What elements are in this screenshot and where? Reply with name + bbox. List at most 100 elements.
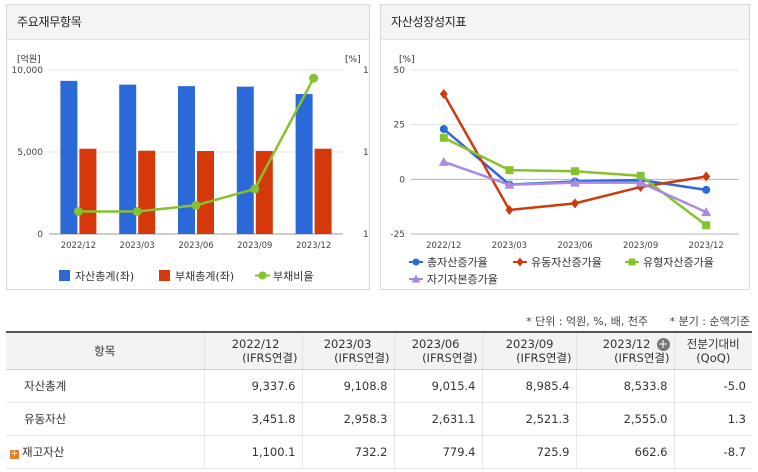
x-tick-label: 2023/12 (296, 241, 331, 251)
series-point-2 (636, 171, 645, 180)
plus-circle-icon[interactable]: + (656, 336, 670, 351)
series-point-2 (439, 133, 448, 142)
period-label-wrap: 2023/12 + (581, 337, 670, 351)
qoq-cell: -5.0 (673, 369, 752, 403)
legend-swatch (159, 270, 170, 281)
legend-label: 자산총계(좌) (75, 270, 134, 283)
period-label: 2023/09 (505, 337, 554, 351)
bar-asset-total (119, 84, 137, 234)
period-label: 2023/12 (602, 337, 651, 351)
unit-note: * 단위 : 억원, %, 배, 천주 (526, 315, 649, 328)
row-label: 재고자산 (22, 445, 65, 459)
table-row: 유동자산 3,451.8 2,958.3 2,631.1 2,521.3 2,555.0 1… (6, 402, 752, 436)
asset-growth-chart: [%] -25 0 25 50 2022/12 2023/03 2023/06 2023/09 2… (390, 55, 739, 286)
value-cell: 8,985.4 (481, 369, 576, 403)
legend-label: 부채총계(좌) (175, 270, 234, 283)
table-body: 자산총계 9,337.6 9,108.8 9,015.4 8,985.4 8,533.8-… (6, 369, 752, 469)
point-debt-ratio (73, 206, 83, 216)
y-left-tick-label: 0 (37, 230, 43, 240)
value-cell: 725.9 (481, 435, 576, 469)
y-tick-label: 25 (394, 121, 405, 131)
value-cell: 2,521.3 (481, 402, 576, 436)
y-left-tick-label: 10,000 (12, 66, 44, 76)
expand-row-icon[interactable]: + (10, 449, 19, 459)
row-label-cell: 유동자산 (6, 402, 204, 436)
row-label: 자산총계 (24, 379, 67, 393)
bar-liability-total (314, 148, 332, 234)
basis-label: (IFRS연결) (614, 351, 670, 365)
value-cell: 2,631.1 (393, 402, 482, 436)
x-tick-label: 2023/03 (492, 241, 527, 251)
period-label: 2023/03 (323, 337, 372, 351)
legend-label: 유동자산증가율 (531, 256, 602, 269)
row-label-cell[interactable]: + 재고자산 (6, 435, 204, 469)
period-label: 2022/12 (231, 337, 280, 351)
series-line-1 (442, 93, 707, 212)
basis-label: (IFRS연결) (242, 351, 298, 365)
column-header-period: 2023/03 (IFRS연결) (301, 331, 394, 370)
qoq-cell: -8.7 (673, 435, 752, 469)
x-tick-label: 2023/12 (689, 241, 724, 251)
bar-asset-total (295, 94, 313, 234)
table-notes: * 단위 : 억원, %, 배, 천주 * 분기 : 순액기준 (508, 313, 750, 329)
series-point-3 (504, 179, 515, 189)
y-right-tick-label: 140 (363, 148, 369, 158)
x-tick-label: 2023/09 (623, 241, 658, 251)
x-tick-label: 2022/12 (426, 241, 461, 251)
table-row: + 재고자산 1,100.1 732.2 779.4 725.9 662.6 -8.7 (6, 435, 752, 469)
point-debt-ratio (191, 200, 201, 210)
row-label: 유동자산 (24, 412, 67, 426)
column-header-period: 2023/12 + (IFRS연결) (575, 331, 674, 370)
panel-title: 자산성장성지표 (381, 5, 749, 40)
legend-swatch-marker (411, 274, 421, 283)
value-cell: 1,100.1 (203, 435, 302, 469)
legend-label: 자기자본증가율 (427, 273, 498, 286)
legend-label: 유형자산증가율 (643, 256, 714, 269)
panel-title: 주요재무항목 (7, 5, 369, 40)
legend-swatch-marker (516, 257, 524, 267)
basis-label: (IFRS연결) (516, 351, 572, 365)
column-header-qoq: 전분기대비 (QoQ) (673, 331, 752, 370)
table-row: 자산총계 9,337.6 9,108.8 9,015.4 8,985.4 8,533.8-… (6, 369, 752, 403)
value-cell: 9,015.4 (393, 369, 482, 403)
point-debt-ratio (250, 184, 260, 194)
column-header-period: 2022/12 (IFRS연결) (203, 331, 302, 370)
value-cell: 779.4 (393, 435, 482, 469)
legend-swatch-marker (412, 258, 420, 266)
bar-liability-total (138, 150, 156, 234)
bar-liability-total (255, 151, 273, 234)
qoq-sub-label: (QoQ) (696, 351, 731, 365)
value-cell: 662.6 (575, 435, 674, 469)
series-point-3 (438, 156, 449, 166)
row-label-cell: 자산총계 (6, 369, 204, 403)
y-right-tick-label: 120 (363, 230, 369, 240)
series-point-0 (439, 125, 448, 134)
bar-asset-total (236, 86, 254, 234)
y-left-unit: [억원] (17, 53, 41, 65)
basis-label: (IFRS연결) (422, 351, 478, 365)
x-tick-label: 2023/06 (178, 241, 213, 251)
bar-liability-total (197, 151, 214, 234)
value-cell: 8,533.8 (575, 369, 674, 403)
financial-items-chart: [억원] [%] 0 5,000 10,000 120 140 160 2022/12 2023/… (12, 53, 370, 283)
point-debt-ratio (309, 73, 319, 83)
series-point-3 (701, 207, 712, 217)
qoq-cell: 1.3 (673, 402, 752, 436)
column-header-period: 2023/06 (IFRS연결) (393, 331, 482, 370)
table-header-row: 항목 2022/12 (IFRS연결) 2023/03 (IFRS연결) 2023/06(… (6, 331, 752, 370)
series-point-2 (571, 167, 579, 176)
y-unit: [%] (399, 55, 415, 65)
x-tick-label: 2023/09 (237, 241, 272, 251)
bar-asset-total (60, 80, 78, 234)
y-tick-label: -25 (390, 230, 405, 240)
series-point-2 (702, 221, 711, 230)
series-point-3 (635, 177, 646, 187)
basis-label: (IFRS연결) (334, 351, 390, 365)
x-tick-label: 2023/03 (120, 241, 155, 251)
legend-swatch (59, 270, 70, 281)
financial-items-panel: 주요재무항목 [억원] [%] 0 5,000 10,000 120 140 160 2022/… (6, 4, 370, 290)
value-cell: 9,337.6 (203, 369, 302, 403)
bar-liability-total (79, 148, 97, 234)
column-header-period: 2023/09 (IFRS연결) (481, 331, 576, 370)
y-right-tick-label: 160 (363, 66, 369, 76)
